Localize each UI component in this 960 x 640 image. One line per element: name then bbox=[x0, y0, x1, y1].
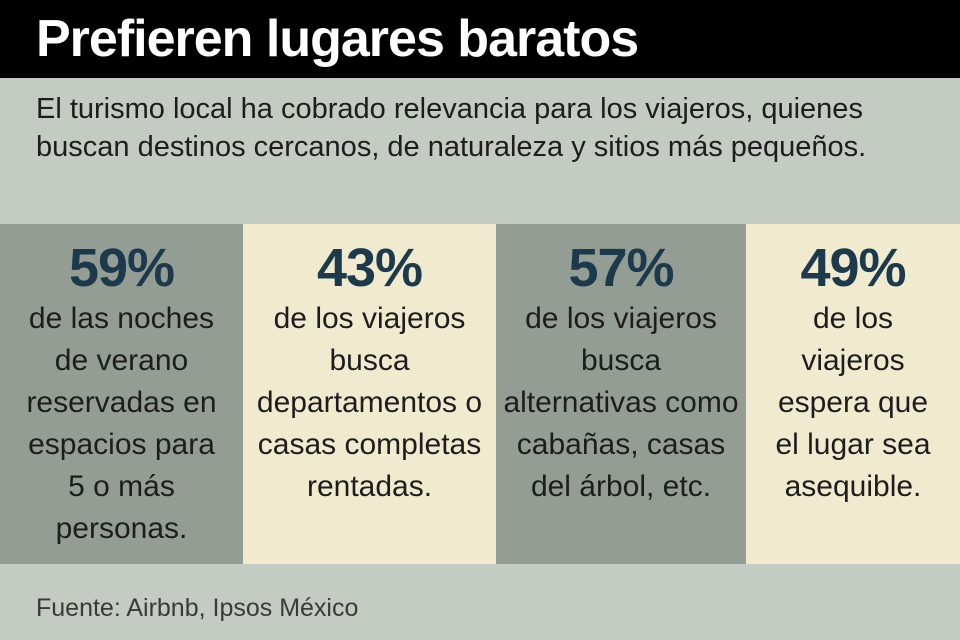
stat-description: de los viajeros busca departamentos o ca… bbox=[256, 302, 483, 503]
stat-description: de los viajeros espera que el lugar sea … bbox=[775, 302, 931, 503]
stat-description: de los viajeros busca alternativas como … bbox=[503, 302, 739, 503]
stat-value: 57% bbox=[568, 238, 674, 298]
source-note: Fuente: Airbnb, Ipsos México bbox=[36, 594, 359, 622]
stat-description: de las noches de verano reservadas en es… bbox=[26, 302, 217, 545]
page-title: Prefieren lugares baratos bbox=[36, 10, 639, 68]
stat-panel: 57% de los viajeros busca alternativas c… bbox=[496, 224, 746, 564]
stat-value: 43% bbox=[316, 238, 423, 298]
stat-panel: 43% de los viajeros busca departamentos … bbox=[243, 224, 496, 564]
stats-panels: 59% de las noches de verano reservadas e… bbox=[0, 224, 960, 564]
stat-value: 49% bbox=[800, 238, 906, 298]
header-bar: Prefieren lugares baratos bbox=[0, 0, 960, 78]
stat-value: 59% bbox=[68, 238, 175, 298]
intro-text: El turismo local ha cobrado relevancia p… bbox=[36, 93, 867, 163]
stat-panel: 49% de los viajeros espera que el lugar … bbox=[746, 224, 960, 564]
stat-panel: 59% de las noches de verano reservadas e… bbox=[0, 224, 243, 564]
